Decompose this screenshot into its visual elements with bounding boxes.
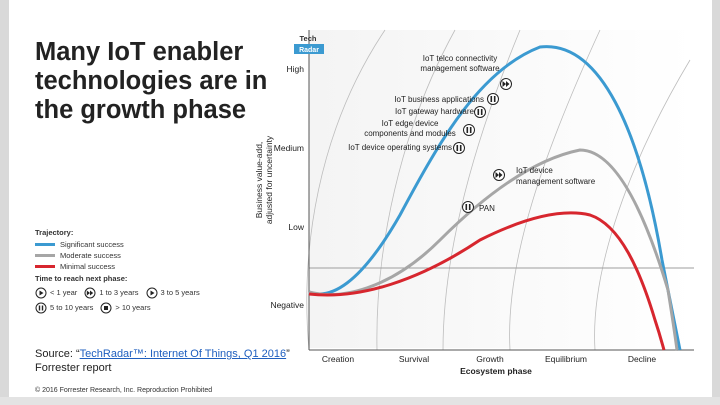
- legend-time-item: 5 to 10 years: [35, 300, 93, 315]
- tech-label-pan: PAN: [479, 204, 495, 213]
- x-phase-survival: Survival: [399, 354, 429, 364]
- slide-right-border: [712, 0, 720, 405]
- tech-label-device-os: IoT device operating systems: [348, 143, 452, 152]
- x-axis-title: Ecosystem phase: [460, 366, 532, 376]
- fast-forward-icon: [500, 78, 512, 90]
- tech-label-telco-line2: management software: [420, 64, 500, 73]
- legend-item: Minimal success: [35, 261, 270, 272]
- pause-icon: [462, 201, 474, 213]
- x-phase-equilibrium: Equilibrium: [545, 354, 587, 364]
- trajectory-minimal-success: [308, 211, 666, 351]
- y-axis-title: Business value-add, adjusted for uncerta…: [254, 135, 274, 224]
- svg-text:Business value-add,: Business value-add,: [254, 142, 264, 219]
- fast-forward-icon: [84, 287, 96, 298]
- legend-swatch-moderate: [35, 254, 55, 257]
- stop-icon: [100, 302, 112, 313]
- pause-icon: [453, 142, 465, 154]
- copyright: © 2016 Forrester Research, Inc. Reproduc…: [35, 387, 213, 394]
- source-note: Source: “TechRadar™: Internet Of Things,…: [35, 347, 290, 375]
- legend-time-list: < 1 year 1 to 3 years 3 to 5 years 5 to …: [35, 285, 235, 315]
- slide-title: Many IoT enabler technologies are in the…: [35, 38, 268, 124]
- phase-divider: [509, 29, 601, 351]
- legend-swatch-minimal: [35, 265, 55, 268]
- tech-label-gateway-hardware: IoT gateway hardware: [395, 107, 475, 116]
- legend-time-item: < 1 year: [35, 285, 77, 300]
- pause-icon: [474, 106, 486, 118]
- logo-line1: Tech: [300, 34, 317, 43]
- x-phase-growth: Growth: [476, 354, 504, 364]
- svg-text:adjusted for uncertainty: adjusted for uncertainty: [264, 135, 274, 224]
- legend-item: Moderate success: [35, 250, 270, 261]
- y-level-negative: Negative: [270, 300, 304, 310]
- legend-time-item: 3 to 5 years: [146, 285, 200, 300]
- legend-label: Minimal success: [60, 262, 116, 271]
- legend-item: Significant success: [35, 239, 270, 250]
- logo-badge: [294, 44, 324, 54]
- pause-icon: [463, 124, 475, 136]
- phase-dividers: [306, 29, 691, 351]
- x-phase-creation: Creation: [322, 354, 354, 364]
- pause-icon: [35, 302, 47, 313]
- tech-label-edge-device-line1: IoT edge device: [382, 119, 439, 128]
- play-icon: [146, 287, 158, 298]
- x-phase-decline: Decline: [628, 354, 657, 364]
- tech-label-telco-line1: IoT telco connectivity: [423, 54, 498, 63]
- phase-divider: [594, 59, 691, 351]
- slide-bottom-border: [0, 397, 720, 405]
- legend: Trajectory: Significant success Moderate…: [35, 228, 270, 315]
- phase-divider: [376, 29, 456, 351]
- logo-line2: Radar: [299, 47, 319, 54]
- trajectory-significant-success: [308, 45, 682, 351]
- y-level-medium: Medium: [274, 143, 304, 153]
- legend-time-item: 1 to 3 years: [84, 285, 139, 300]
- legend-label: Significant success: [60, 240, 124, 249]
- tech-label-device-mgmt-line1: IoT device: [516, 166, 553, 175]
- source-report-link[interactable]: TechRadar™: Internet Of Things, Q1 2016: [79, 348, 287, 360]
- source-suffix: ” Forrester report: [35, 348, 290, 374]
- phase-divider: [306, 29, 386, 351]
- y-level-high: High: [287, 64, 305, 74]
- trajectory-moderate-success: [308, 148, 679, 351]
- tech-label-edge-device-line2: components and modules: [364, 129, 456, 138]
- pause-icon: [487, 93, 499, 105]
- techradar-logo: Tech Radar: [294, 34, 324, 54]
- legend-trajectory-title: Trajectory:: [35, 228, 74, 237]
- tech-label-device-mgmt-line2: management software: [516, 177, 596, 186]
- legend-swatch-significant: [35, 243, 55, 246]
- tech-label-business-apps: IoT business applications: [394, 95, 484, 104]
- source-prefix: Source: “: [35, 348, 80, 360]
- slide-left-border: [0, 0, 9, 405]
- legend-label: Moderate success: [60, 251, 121, 260]
- y-level-low: Low: [288, 222, 304, 232]
- fast-forward-icon: [493, 169, 505, 181]
- play-icon: [35, 287, 47, 298]
- phase-divider: [442, 29, 521, 351]
- legend-time-title: Time to reach next phase:: [35, 274, 128, 283]
- legend-time-item: > 10 years: [100, 300, 151, 315]
